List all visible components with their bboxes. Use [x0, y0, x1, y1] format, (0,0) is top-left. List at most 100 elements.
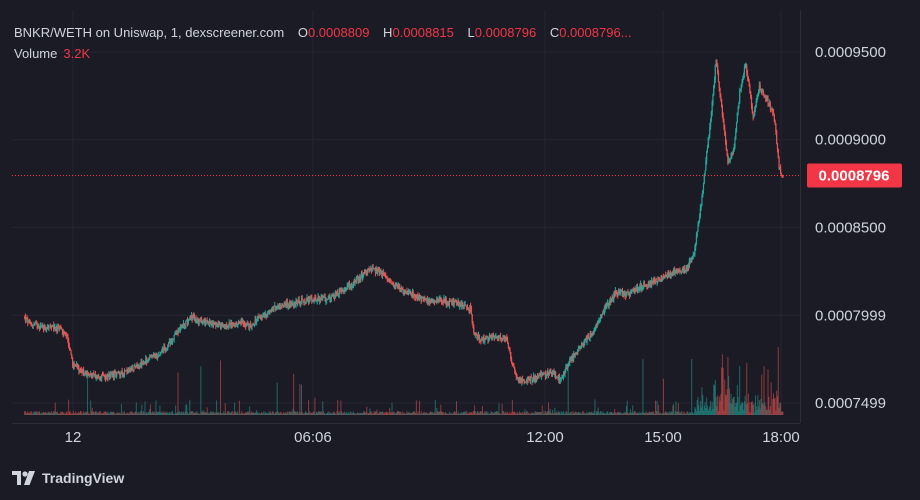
volume-bar [126, 412, 128, 415]
volume-bar [769, 409, 771, 415]
candle-body [676, 269, 679, 273]
volume-bar [345, 413, 347, 415]
volume-bar [415, 413, 417, 415]
volume-bar [621, 413, 623, 415]
candle-body [396, 285, 398, 287]
candle-body [330, 295, 333, 299]
volume-bar [456, 413, 458, 415]
volume-bar [623, 413, 625, 415]
candle-body [221, 323, 223, 326]
volume-bar [781, 411, 783, 415]
candle-body [509, 349, 511, 353]
candle-body [606, 303, 608, 307]
candle-body [663, 276, 665, 279]
candle-body [318, 296, 320, 302]
volume-bar [224, 403, 226, 415]
candle-body [477, 334, 480, 338]
volume-bar [292, 408, 294, 415]
volume-bar [529, 413, 531, 415]
volume-bar [217, 412, 219, 415]
candle-body [68, 346, 71, 348]
volume-bar [639, 411, 641, 415]
candle-body [662, 276, 664, 278]
volume-bar [555, 413, 557, 415]
candle-body [670, 274, 672, 277]
volume-bar [725, 394, 727, 415]
volume-bar [353, 413, 355, 415]
volume-bar [754, 395, 756, 415]
candle-body [366, 272, 368, 274]
volume-bar [760, 399, 762, 415]
candle-body [212, 321, 215, 325]
candle-body [165, 350, 167, 351]
volume-bar [302, 413, 304, 415]
legend-low-value: 0.0008796 [474, 25, 537, 40]
candle-body [772, 108, 774, 113]
volume-bar [710, 410, 712, 415]
candle-body [290, 303, 292, 306]
volume-bar [149, 404, 151, 415]
candle-body [228, 323, 230, 327]
volume-bar [614, 412, 616, 415]
candle-body [573, 353, 575, 360]
candle-body [571, 356, 573, 361]
candle-body [478, 334, 480, 340]
candle-body [619, 291, 621, 294]
candle-body [156, 355, 158, 358]
volume-bar [714, 379, 716, 415]
candle-body [690, 259, 692, 263]
volume-bar [773, 398, 775, 415]
candle-body [676, 268, 678, 273]
candle-body [171, 338, 174, 342]
volume-bar [35, 411, 37, 415]
volume-bar [750, 412, 752, 415]
candle-body [63, 332, 65, 334]
volume-bar [699, 400, 701, 415]
candle-body [758, 85, 760, 93]
volume-bar [468, 412, 470, 415]
candle-body [662, 276, 664, 280]
candle-body [605, 306, 607, 308]
candle-body [600, 314, 602, 318]
volume-bar [120, 403, 122, 415]
candle-body [563, 373, 565, 375]
candle-body [448, 302, 450, 305]
candle-body [358, 276, 360, 281]
volume-bar [684, 411, 686, 415]
volume-bar [658, 413, 660, 415]
candle-body [189, 318, 191, 320]
candle-body [129, 367, 131, 371]
candle-body [59, 326, 61, 330]
volume-bar [685, 413, 687, 415]
volume-bar [175, 413, 177, 415]
tradingview-brand[interactable]: TradingView [12, 470, 124, 486]
candle-body [387, 279, 389, 282]
candle-body [499, 336, 502, 339]
candle-body [782, 176, 784, 177]
candle-body [204, 320, 206, 324]
candle-body [371, 267, 373, 271]
volume-bar [634, 411, 636, 415]
volume-bar [633, 411, 635, 415]
volume-bar [189, 399, 191, 415]
volume-bar [279, 412, 281, 415]
candle-body [752, 111, 754, 117]
candle-body [34, 324, 36, 325]
volume-bar [780, 403, 782, 415]
candle-body [603, 311, 605, 313]
candle-body [408, 291, 410, 293]
candle-body [709, 126, 711, 136]
candle-body [633, 290, 635, 293]
candle-body [340, 289, 342, 291]
volume-bar [339, 413, 341, 415]
candle-body [297, 299, 299, 303]
candle-body [120, 370, 122, 373]
candle-body [606, 303, 609, 304]
volume-bar [363, 411, 365, 415]
volume-bar [533, 413, 535, 415]
candle-body [193, 315, 196, 321]
candle-body [311, 300, 314, 302]
candle-body [205, 320, 207, 322]
volume-bar [283, 413, 285, 415]
